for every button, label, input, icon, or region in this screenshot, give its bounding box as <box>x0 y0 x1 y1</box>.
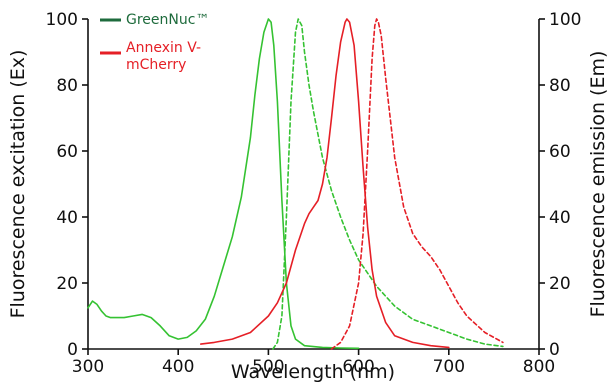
x-tick-label-600: 600 <box>342 357 374 377</box>
y-right-tick-label-80: 80 <box>549 76 571 96</box>
x-tick-label-500: 500 <box>252 357 284 377</box>
x-tick-label-800: 800 <box>523 357 555 377</box>
axes <box>87 19 540 350</box>
y-left-tick-label-40: 40 <box>56 208 78 228</box>
legend-label-mcherry: Annexin V- mCherry <box>126 40 205 73</box>
y-left-tick-label-80: 80 <box>56 76 78 96</box>
y-right-tick-label-20: 20 <box>549 274 571 294</box>
y-left-tick-label-0: 0 <box>67 340 78 360</box>
x-tick-label-300: 300 <box>72 357 104 377</box>
y-left-tick-label-100: 100 <box>46 10 78 30</box>
series-line-greennuc-emission <box>272 18 504 350</box>
legend-label-mcherry-line1: Annexin V- <box>126 40 201 56</box>
y-right-tick-label-40: 40 <box>549 208 571 228</box>
x-tick-label-400: 400 <box>162 357 194 377</box>
legend-label-mcherry-line2: mCherry <box>126 57 186 73</box>
x-tick-label-700: 700 <box>433 357 465 377</box>
series-line-mcherry-excitation <box>200 18 450 349</box>
series-group <box>87 18 504 350</box>
y-left-tick-label-60: 60 <box>56 142 78 162</box>
legend: GreenNuc™ Annexin V- mCherry <box>100 12 209 73</box>
y-left-tick-label-20: 20 <box>56 274 78 294</box>
y-axis-left-title: Fluorescence excitation (Ex) <box>7 50 29 319</box>
series-line-mcherry-emission <box>330 18 504 350</box>
y-axis-right-title: Fluorescence emission (Em) <box>587 51 609 318</box>
x-axis-title: Wavelength (nm) <box>231 361 395 383</box>
legend-label-greennuc: GreenNuc™ <box>126 12 209 28</box>
y-right-tick-label-60: 60 <box>549 142 571 162</box>
y-right-tick-label-100: 100 <box>549 10 581 30</box>
y-right-tick-label-0: 0 <box>549 340 560 360</box>
